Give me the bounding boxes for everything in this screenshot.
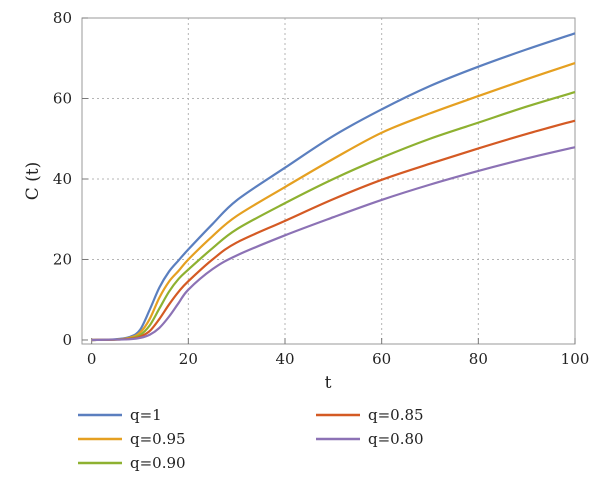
plot-frame	[81, 17, 576, 345]
series-line-1	[91, 32, 576, 342]
y-tick-label: 0	[62, 331, 72, 349]
legend-item: q=1	[78, 406, 162, 424]
x-tick-label: 60	[372, 350, 391, 368]
x-axis-ticks: 0 20 40 60 80 100	[87, 338, 589, 368]
legend-label: q=0.80	[368, 430, 424, 448]
x-tick-label: 40	[275, 350, 294, 368]
series-line-5	[91, 146, 576, 342]
y-tick-label: 80	[53, 9, 72, 27]
legend-item: q=0.95	[78, 430, 186, 448]
legend-label: q=0.90	[130, 454, 186, 472]
x-tick-label: 100	[561, 350, 590, 368]
x-tick-label: 20	[179, 350, 198, 368]
legend-label: q=0.85	[368, 406, 424, 424]
legend-label: q=1	[130, 406, 162, 424]
x-axis-label: t	[325, 373, 332, 393]
y-tick-label: 40	[53, 170, 72, 188]
legend-item: q=0.85	[316, 406, 424, 424]
y-tick-label: 20	[53, 250, 72, 268]
y-axis-ticks: 0 20 40 60 80	[53, 9, 88, 349]
x-tick-label: 0	[87, 350, 97, 368]
series-line-4	[91, 119, 576, 342]
series-line-2	[91, 62, 576, 342]
series-line-3	[91, 90, 576, 342]
y-tick-label: 60	[53, 89, 72, 107]
y-axis-label: C (t)	[23, 162, 43, 201]
legend-label: q=0.95	[130, 430, 186, 448]
legend-item: q=0.80	[316, 430, 424, 448]
legend-item: q=0.90	[78, 454, 186, 472]
legend: q=1 q=0.95 q=0.90 q=0.85 q=0.80	[78, 406, 424, 472]
series-lines	[91, 32, 576, 342]
x-tick-label: 80	[469, 350, 488, 368]
